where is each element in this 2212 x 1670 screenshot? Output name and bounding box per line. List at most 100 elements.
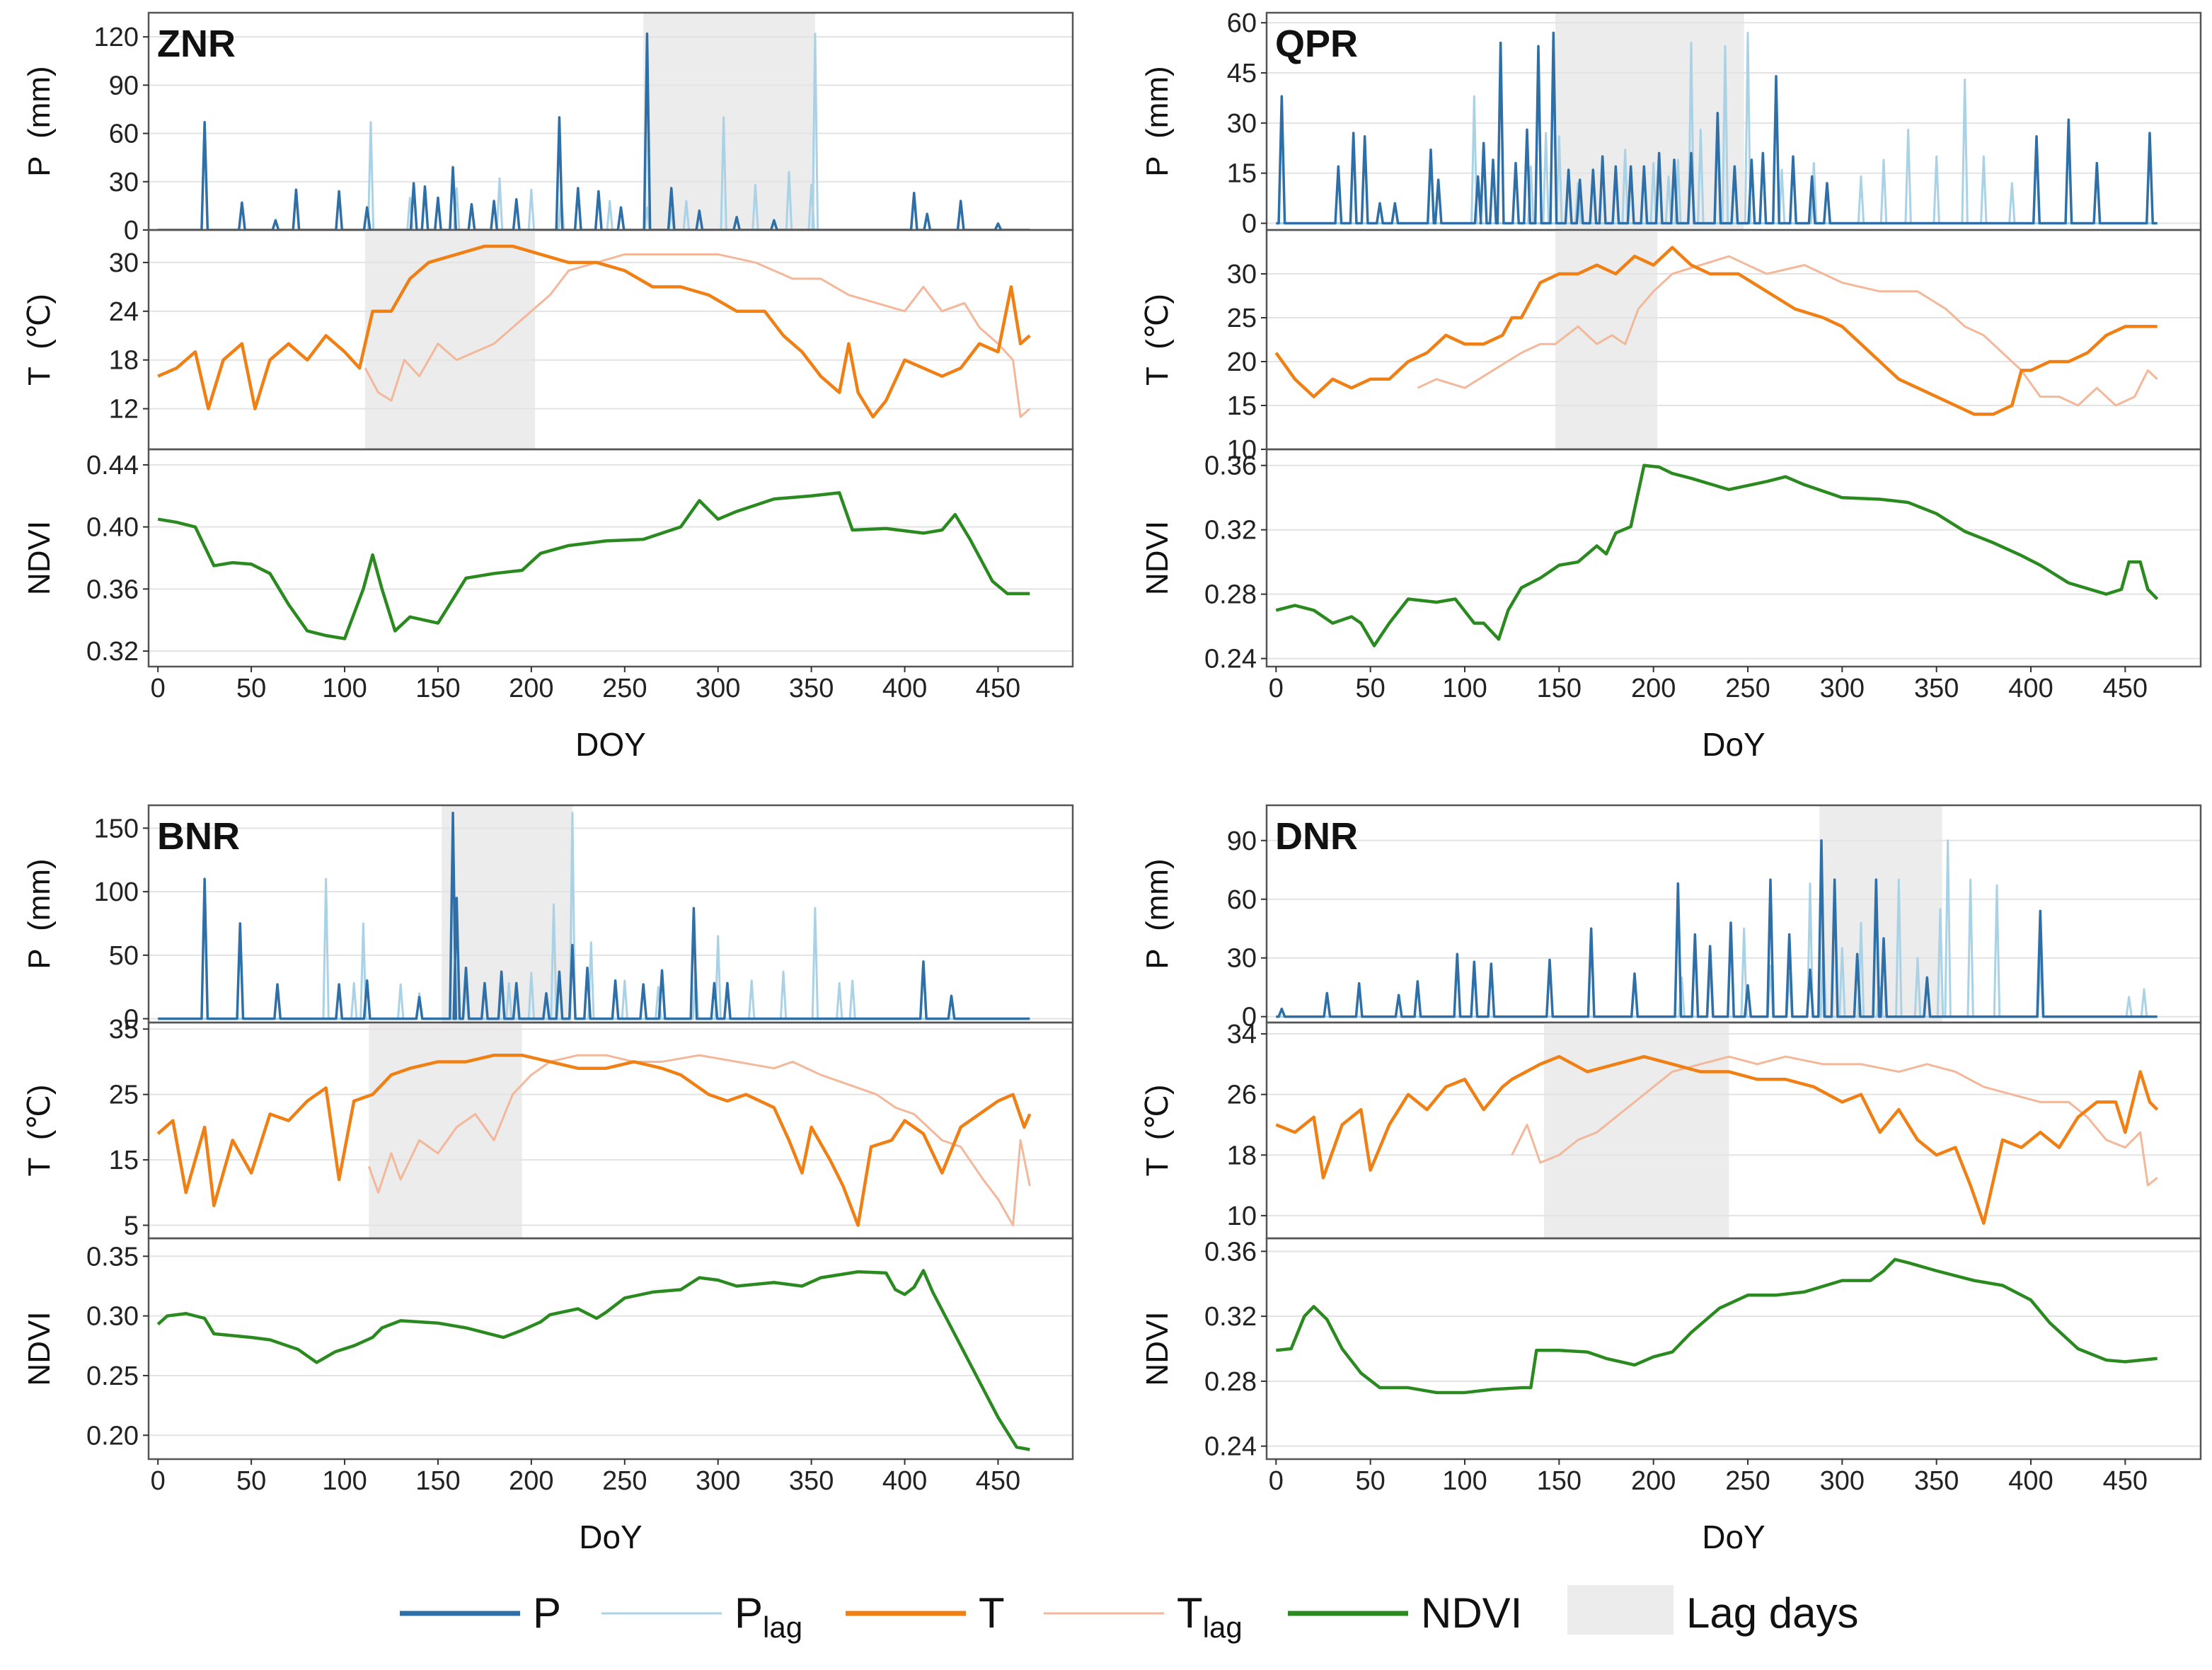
ndvi-axis-label: NDVI	[1140, 1311, 1175, 1386]
legend-item-tlag: Tlag	[1044, 1589, 1243, 1644]
y-tick-label: 0.28	[1204, 580, 1257, 610]
temp-axis-label: T (℃)	[1140, 294, 1175, 386]
precip-series	[1276, 31, 2158, 225]
y-tick-label: 24	[109, 297, 139, 327]
y-tick-label: 0.25	[86, 1361, 139, 1391]
plag-line	[1276, 839, 2158, 1018]
x-tick-label: 250	[602, 1466, 647, 1496]
t-line	[1275, 1054, 2159, 1225]
ndvi-line	[157, 491, 1030, 640]
y-tick-label: 15	[1227, 391, 1257, 421]
precip-series	[158, 812, 1030, 1020]
ndvi-subplot: 0.20 0.25 0.30 0.35 NDVI	[22, 1237, 1074, 1461]
p-line	[1276, 839, 2158, 1018]
lag-days-band	[369, 1023, 522, 1238]
precip-series	[158, 32, 1030, 230]
x-tick-label: 200	[1631, 674, 1676, 703]
x-tick-label: 100	[1442, 1466, 1487, 1496]
ndvi-frame	[1265, 1237, 2202, 1461]
ndvi-series	[1275, 463, 2159, 647]
temp-subplot: 10 15 20 25 30 T (℃)	[1140, 229, 2202, 465]
temp-series	[156, 1053, 1032, 1227]
x-tick-label: 350	[789, 674, 834, 703]
plag-line	[158, 812, 1030, 1020]
temp-series	[1275, 1054, 2159, 1225]
x-tick-label: 450	[976, 674, 1020, 703]
legend: P Plag T Tlag NDVI Lag days	[400, 1585, 1859, 1644]
x-tick-label: 150	[415, 674, 460, 703]
y-tick-label: 0	[124, 1005, 139, 1035]
legend-label: T	[979, 1589, 1005, 1637]
precip-frame	[147, 11, 1074, 231]
x-tick-label: 0	[151, 1466, 166, 1496]
temp-series	[157, 244, 1031, 419]
panel-title: ZNR	[157, 23, 236, 65]
x-tick-label: 450	[2103, 1466, 2148, 1496]
y-tick-label: 90	[1227, 827, 1257, 856]
y-tick-label: 15	[109, 1146, 139, 1175]
y-tick-label: 5	[124, 1211, 139, 1241]
y-tick-label: 30	[1227, 944, 1257, 974]
precip-frame	[147, 804, 1074, 1024]
precip-series	[1276, 839, 2158, 1018]
x-tick-label: 50	[236, 674, 266, 703]
precip-subplot: 0 15 30 45 60 P (mm)	[1140, 8, 2202, 239]
legend-item-t: T	[846, 1589, 1005, 1637]
y-tick-label: 25	[109, 1081, 139, 1110]
ndvi-line	[156, 1269, 1030, 1451]
y-tick-label: 150	[94, 814, 139, 843]
tlag-line	[1511, 1055, 2158, 1187]
p-line	[1276, 31, 2158, 225]
y-tick-label: 0.32	[1204, 516, 1257, 546]
precip-subplot: 0 30 60 90 120 P (mm)	[22, 11, 1074, 246]
x-tick-label: 0	[1269, 674, 1284, 703]
y-tick-label: 50	[109, 941, 139, 971]
x-tick-label: 250	[1725, 674, 1770, 703]
x-tick-label: 450	[2103, 674, 2148, 703]
plag-line	[158, 33, 1030, 230]
y-tick-label: 0.24	[1204, 645, 1257, 674]
lag-days-band	[1555, 13, 1744, 230]
y-tick-label: 0.36	[1204, 451, 1257, 481]
y-tick-label: 10	[1227, 1202, 1257, 1231]
y-tick-label: 0.20	[86, 1421, 139, 1451]
ndvi-subplot: 0.24 0.28 0.32 0.36 NDVI	[1140, 448, 2202, 674]
y-tick-label: 30	[109, 248, 139, 278]
x-tick-label: 0	[151, 674, 166, 703]
y-tick-label: 45	[1227, 59, 1257, 88]
precip-axis-label: P (mm)	[1140, 858, 1175, 969]
y-tick-label: 15	[1227, 159, 1257, 189]
x-tick-label: 200	[509, 674, 553, 703]
x-tick-label: 50	[236, 1466, 266, 1496]
y-tick-label: 60	[1227, 885, 1257, 915]
temp-axis-label: T (℃)	[22, 1084, 57, 1176]
x-tick-label: 300	[696, 1466, 740, 1496]
temp-axis-label: T (℃)	[1140, 1084, 1175, 1176]
ndvi-axis-label: NDVI	[22, 521, 57, 595]
x-tick-label: 100	[322, 1466, 367, 1496]
y-tick-label: 0.35	[86, 1242, 139, 1272]
x-tick-label: 300	[696, 674, 740, 703]
precip-axis-label: P (mm)	[1140, 66, 1175, 176]
y-tick-label: 12	[109, 395, 139, 425]
x-tick-label: 400	[882, 674, 927, 703]
y-tick-label: 90	[109, 71, 139, 100]
ndvi-series	[1276, 1257, 2158, 1395]
y-tick-label: 20	[1227, 347, 1257, 377]
legend-item-p: P	[400, 1589, 561, 1637]
x-tick-label: 350	[789, 1466, 834, 1496]
x-tick-label: 400	[2008, 674, 2053, 703]
y-tick-label: 35	[109, 1015, 139, 1044]
lag-days-band	[365, 230, 536, 449]
ndvi-frame	[147, 1237, 1074, 1461]
legend-swatch	[1567, 1585, 1674, 1635]
legend-item-ndvi: NDVI	[1288, 1589, 1522, 1637]
y-tick-label: 0.32	[86, 637, 139, 667]
x-axis-label: DoY	[1702, 1519, 1765, 1555]
y-tick-label: 18	[1227, 1141, 1257, 1170]
ndvi-frame	[1265, 448, 2202, 668]
ndvi-line	[1276, 1257, 2158, 1395]
